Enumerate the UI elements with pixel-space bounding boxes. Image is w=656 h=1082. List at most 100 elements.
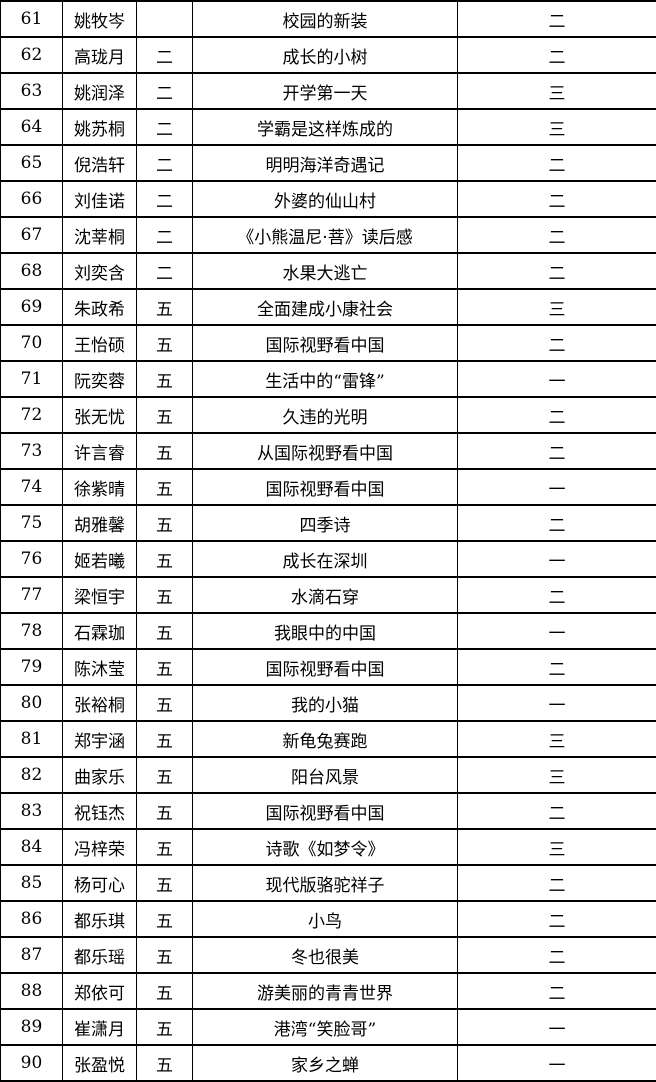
work-title-cell[interactable]: 久违的光明 bbox=[193, 397, 458, 433]
award-level-cell[interactable]: 二 bbox=[458, 577, 656, 613]
student-name-cell[interactable]: 梁恒宇 bbox=[63, 577, 137, 613]
work-title-cell[interactable]: 国际视野看中国 bbox=[193, 649, 458, 685]
student-name-cell[interactable]: 胡雅馨 bbox=[63, 505, 137, 541]
award-level-cell[interactable]: 二 bbox=[458, 649, 656, 685]
grade-cell[interactable]: 五 bbox=[137, 541, 193, 577]
row-number-cell[interactable]: 78 bbox=[1, 613, 63, 649]
work-title-cell[interactable]: 小鸟 bbox=[193, 901, 458, 937]
student-name-cell[interactable]: 倪浩轩 bbox=[63, 145, 137, 181]
student-name-cell[interactable]: 朱政希 bbox=[63, 289, 137, 325]
work-title-cell[interactable]: 成长的小树 bbox=[193, 37, 458, 73]
award-level-cell[interactable]: 一 bbox=[458, 361, 656, 397]
row-number-cell[interactable]: 70 bbox=[1, 325, 63, 361]
grade-cell[interactable]: 五 bbox=[137, 1009, 193, 1045]
grade-cell[interactable]: 五 bbox=[137, 433, 193, 469]
award-level-cell[interactable]: 二 bbox=[458, 37, 656, 73]
work-title-cell[interactable]: 生活中的“雷锋” bbox=[193, 361, 458, 397]
student-name-cell[interactable]: 曲家乐 bbox=[63, 757, 137, 793]
work-title-cell[interactable]: 新龟兔赛跑 bbox=[193, 721, 458, 757]
work-title-cell[interactable]: 国际视野看中国 bbox=[193, 793, 458, 829]
grade-cell[interactable]: 五 bbox=[137, 469, 193, 505]
work-title-cell[interactable]: 学霸是这样炼成的 bbox=[193, 109, 458, 145]
work-title-cell[interactable]: 诗歌《如梦令》 bbox=[193, 829, 458, 865]
grade-cell[interactable]: 五 bbox=[137, 793, 193, 829]
row-number-cell[interactable]: 66 bbox=[1, 181, 63, 217]
award-level-cell[interactable]: 二 bbox=[458, 433, 656, 469]
row-number-cell[interactable]: 88 bbox=[1, 973, 63, 1009]
award-level-cell[interactable]: 三 bbox=[458, 757, 656, 793]
student-name-cell[interactable]: 陈沐莹 bbox=[63, 649, 137, 685]
row-number-cell[interactable]: 63 bbox=[1, 73, 63, 109]
work-title-cell[interactable]: 外婆的仙山村 bbox=[193, 181, 458, 217]
grade-cell[interactable]: 二 bbox=[137, 217, 193, 253]
work-title-cell[interactable]: 家乡之蝉 bbox=[193, 1045, 458, 1081]
student-name-cell[interactable]: 高珑月 bbox=[63, 37, 137, 73]
student-name-cell[interactable]: 刘奕含 bbox=[63, 253, 137, 289]
work-title-cell[interactable]: 校园的新装 bbox=[193, 1, 458, 37]
work-title-cell[interactable]: 阳台风景 bbox=[193, 757, 458, 793]
row-number-cell[interactable]: 74 bbox=[1, 469, 63, 505]
grade-cell[interactable]: 五 bbox=[137, 721, 193, 757]
student-name-cell[interactable]: 许言睿 bbox=[63, 433, 137, 469]
work-title-cell[interactable]: 水滴石穿 bbox=[193, 577, 458, 613]
student-name-cell[interactable]: 冯梓荣 bbox=[63, 829, 137, 865]
row-number-cell[interactable]: 89 bbox=[1, 1009, 63, 1045]
work-title-cell[interactable]: 现代版骆驼祥子 bbox=[193, 865, 458, 901]
work-title-cell[interactable]: 我的小猫 bbox=[193, 685, 458, 721]
row-number-cell[interactable]: 83 bbox=[1, 793, 63, 829]
row-number-cell[interactable]: 85 bbox=[1, 865, 63, 901]
work-title-cell[interactable]: 游美丽的青青世界 bbox=[193, 973, 458, 1009]
student-name-cell[interactable]: 姚润泽 bbox=[63, 73, 137, 109]
student-name-cell[interactable]: 都乐瑶 bbox=[63, 937, 137, 973]
work-title-cell[interactable]: 水果大逃亡 bbox=[193, 253, 458, 289]
award-level-cell[interactable]: 二 bbox=[458, 181, 656, 217]
grade-cell[interactable]: 五 bbox=[137, 361, 193, 397]
work-title-cell[interactable]: 我眼中的中国 bbox=[193, 613, 458, 649]
student-name-cell[interactable]: 刘佳诺 bbox=[63, 181, 137, 217]
grade-cell[interactable]: 二 bbox=[137, 145, 193, 181]
award-level-cell[interactable]: 三 bbox=[458, 109, 656, 145]
student-name-cell[interactable]: 郑宇涵 bbox=[63, 721, 137, 757]
row-number-cell[interactable]: 68 bbox=[1, 253, 63, 289]
student-name-cell[interactable]: 祝钰杰 bbox=[63, 793, 137, 829]
grade-cell[interactable]: 五 bbox=[137, 397, 193, 433]
student-name-cell[interactable]: 张无忧 bbox=[63, 397, 137, 433]
work-title-cell[interactable]: 从国际视野看中国 bbox=[193, 433, 458, 469]
row-number-cell[interactable]: 81 bbox=[1, 721, 63, 757]
row-number-cell[interactable]: 64 bbox=[1, 109, 63, 145]
grade-cell[interactable]: 二 bbox=[137, 73, 193, 109]
work-title-cell[interactable]: 冬也很美 bbox=[193, 937, 458, 973]
work-title-cell[interactable]: 成长在深圳 bbox=[193, 541, 458, 577]
work-title-cell[interactable]: 全面建成小康社会 bbox=[193, 289, 458, 325]
award-level-cell[interactable]: 二 bbox=[458, 865, 656, 901]
student-name-cell[interactable]: 徐紫晴 bbox=[63, 469, 137, 505]
award-level-cell[interactable]: 一 bbox=[458, 1045, 656, 1081]
grade-cell[interactable]: 五 bbox=[137, 505, 193, 541]
student-name-cell[interactable]: 姬若曦 bbox=[63, 541, 137, 577]
work-title-cell[interactable]: 明明海洋奇遇记 bbox=[193, 145, 458, 181]
grade-cell[interactable]: 五 bbox=[137, 577, 193, 613]
row-number-cell[interactable]: 84 bbox=[1, 829, 63, 865]
award-level-cell[interactable]: 二 bbox=[458, 325, 656, 361]
student-name-cell[interactable]: 姚苏桐 bbox=[63, 109, 137, 145]
student-name-cell[interactable]: 阮奕蓉 bbox=[63, 361, 137, 397]
row-number-cell[interactable]: 82 bbox=[1, 757, 63, 793]
grade-cell[interactable]: 五 bbox=[137, 865, 193, 901]
award-level-cell[interactable]: 二 bbox=[458, 901, 656, 937]
award-level-cell[interactable]: 二 bbox=[458, 973, 656, 1009]
award-level-cell[interactable]: 三 bbox=[458, 73, 656, 109]
award-level-cell[interactable]: 二 bbox=[458, 793, 656, 829]
award-level-cell[interactable]: 二 bbox=[458, 145, 656, 181]
grade-cell[interactable] bbox=[137, 1, 193, 37]
work-title-cell[interactable]: 四季诗 bbox=[193, 505, 458, 541]
row-number-cell[interactable]: 86 bbox=[1, 901, 63, 937]
row-number-cell[interactable]: 67 bbox=[1, 217, 63, 253]
award-level-cell[interactable]: 一 bbox=[458, 469, 656, 505]
grade-cell[interactable]: 二 bbox=[137, 181, 193, 217]
row-number-cell[interactable]: 79 bbox=[1, 649, 63, 685]
grade-cell[interactable]: 五 bbox=[137, 829, 193, 865]
work-title-cell[interactable]: 国际视野看中国 bbox=[193, 325, 458, 361]
award-level-cell[interactable]: 二 bbox=[458, 1, 656, 37]
row-number-cell[interactable]: 62 bbox=[1, 37, 63, 73]
award-level-cell[interactable]: 三 bbox=[458, 829, 656, 865]
